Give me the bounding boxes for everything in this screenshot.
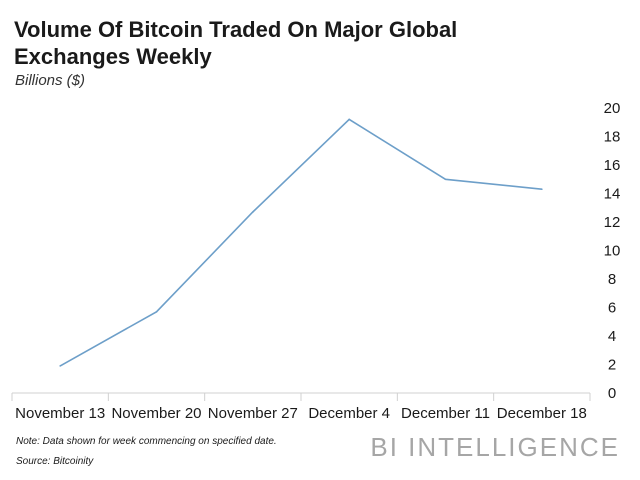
- x-tick-label: December 4: [308, 405, 390, 422]
- x-axis: November 13 November 20 November 27 Decembe…: [11, 392, 591, 422]
- brand-logo-text: BI INTELLIGENCE: [370, 432, 620, 462]
- y-tick-label: 2: [608, 357, 616, 374]
- y-axis-ticks: 0 2 4 6 8 10 12 14 16 18 20: [604, 100, 621, 402]
- y-tick-label: 12: [604, 214, 621, 231]
- data-point: [155, 310, 158, 313]
- data-point: [541, 188, 543, 191]
- footnote-source: Source: Bitcoinity: [16, 456, 94, 467]
- y-tick-label: 14: [604, 186, 621, 203]
- data-point: [348, 118, 350, 121]
- footnote-note: Note: Data shown for week commencing on …: [16, 436, 277, 447]
- x-tick-label: December 18: [497, 405, 587, 422]
- y-tick-label: 4: [608, 328, 616, 345]
- x-tick-label: November 20: [111, 405, 201, 422]
- chart-subtitle: Billions ($): [15, 72, 86, 89]
- x-tick-label: November 13: [15, 405, 105, 422]
- data-point: [59, 365, 61, 367]
- x-tick-label: December 11: [401, 405, 490, 422]
- y-tick-label: 8: [608, 271, 616, 288]
- x-tick-label: November 27: [208, 405, 298, 422]
- data-point: [444, 178, 447, 181]
- data-point: [252, 211, 254, 213]
- y-tick-label: 0: [608, 385, 616, 402]
- y-tick-label: 18: [604, 129, 621, 146]
- y-tick-label: 6: [608, 300, 616, 317]
- series-line: [59, 118, 542, 367]
- y-tick-label: 16: [604, 157, 621, 174]
- y-tick-label: 20: [604, 100, 621, 117]
- series-group: [59, 118, 543, 367]
- chart-title: Volume Of Bitcoin Traded On Major Global…: [14, 17, 458, 69]
- y-tick-label: 10: [604, 243, 621, 260]
